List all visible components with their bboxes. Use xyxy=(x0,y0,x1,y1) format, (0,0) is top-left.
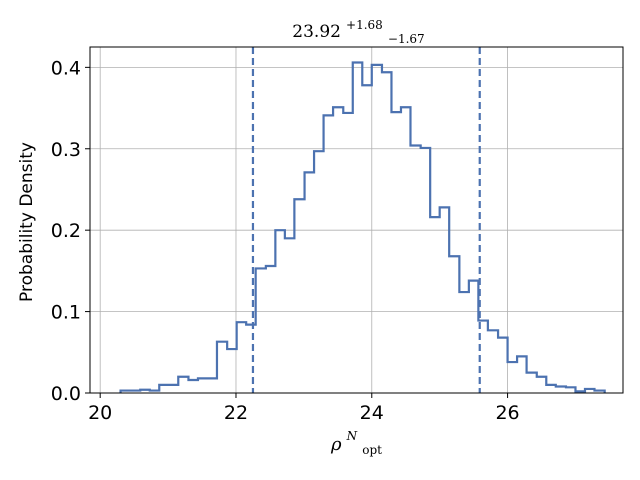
x-tick-label: 26 xyxy=(495,402,519,424)
credible-interval-lines xyxy=(251,47,481,393)
y-tick-label: 0.2 xyxy=(51,220,81,242)
y-tick-label: 0.1 xyxy=(51,302,81,324)
chart-title: 23.92 +1.68 −1.67 xyxy=(292,14,424,46)
y-tick-label: 0.4 xyxy=(51,57,81,79)
y-tick-label: 0.0 xyxy=(51,383,81,405)
histogram-step-line xyxy=(119,61,606,393)
title-upper-error: +1.68 xyxy=(346,18,383,32)
x-tick-label: 24 xyxy=(360,402,384,424)
x-tick-label: 20 xyxy=(88,402,112,424)
tick-layer: 20 22 24 26 0.0 0.1 0.2 0.3 0.4 xyxy=(51,57,520,424)
x-axis-label-superscript: N xyxy=(346,429,358,443)
x-axis-label: ρ N opt xyxy=(330,425,382,457)
x-axis-label-subscript: opt xyxy=(362,443,382,457)
y-tick-label: 0.3 xyxy=(51,139,81,161)
x-tick-label: 22 xyxy=(224,402,248,424)
y-axis-label: Probability Density xyxy=(17,142,37,302)
grid xyxy=(90,47,623,394)
title-lower-error: −1.67 xyxy=(388,32,425,46)
axes-frame xyxy=(89,46,624,394)
x-axis-label-symbol: ρ xyxy=(330,434,342,455)
title-value: 23.92 xyxy=(292,22,341,42)
series-layer xyxy=(119,61,606,393)
